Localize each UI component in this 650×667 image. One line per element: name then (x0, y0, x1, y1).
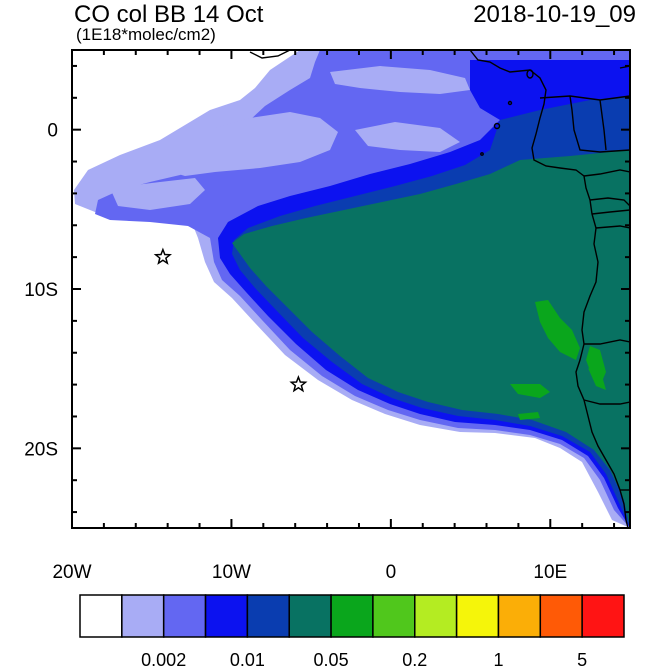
tick-layer (71, 50, 630, 528)
colorbar-swatch (414, 594, 458, 638)
colorbar-label: 0.01 (230, 650, 265, 667)
x-tick-label: 10W (212, 562, 251, 583)
co-patch-green-3 (510, 384, 550, 398)
co-patch-light-4 (330, 66, 470, 94)
co-patch-light-3 (355, 122, 460, 152)
star-marker (289, 375, 308, 393)
y-tick-label: 10S (24, 280, 58, 301)
border-9 (583, 399, 630, 405)
marker-layer (153, 247, 308, 393)
border-3 (599, 99, 607, 151)
border-2 (569, 95, 630, 153)
colorbar-swatch (330, 594, 374, 638)
border-8 (584, 339, 630, 345)
colorbar-swatch (121, 594, 165, 638)
colorbar-label: 0.002 (141, 650, 186, 667)
star-marker (153, 247, 172, 265)
colorbar-swatch (79, 594, 123, 638)
colorbar-swatch (162, 594, 207, 638)
island-3 (480, 152, 484, 156)
colorbar-swatch (455, 594, 500, 638)
colorbar-label: 1 (493, 650, 503, 667)
colorbar-swatch (539, 594, 583, 638)
y-tick-label: 20S (24, 439, 58, 460)
x-tick-label: 20W (52, 562, 91, 583)
border-7 (595, 225, 630, 229)
colorbar-swatch (204, 594, 249, 638)
colorbar: 0.002 0.01 0.05 0.2 1 5 (79, 594, 625, 667)
island-1 (493, 122, 501, 130)
border-6 (591, 209, 630, 215)
co-patch-light-1 (155, 112, 338, 176)
co-patch-green-5 (588, 368, 606, 390)
x-tick-label: 10E (533, 562, 567, 583)
co-patch-green-1 (535, 300, 580, 360)
colorbar-swatch (497, 594, 542, 638)
colorbar-swatch (372, 594, 416, 638)
lake (526, 69, 534, 79)
colorbar-swatch (581, 594, 625, 638)
co-patch-light-2 (110, 178, 205, 210)
valid-time-label: 2018-10-19_09 (473, 1, 636, 28)
co-field (74, 50, 630, 528)
tick-label-layer: 20W 10W 0 10E 0 10S 20S (24, 121, 567, 583)
units-label: (1E18*molec/cm2) (76, 25, 216, 44)
colorbar-label: 5 (577, 650, 587, 667)
border-1 (539, 95, 630, 101)
island-2 (507, 100, 513, 106)
colorbar-label: 0.2 (402, 650, 427, 667)
co-level-5 (232, 150, 630, 528)
co-patch-green-4 (518, 412, 540, 420)
plot-title: CO col BB 14 Oct (74, 1, 264, 28)
colorbar-swatch (288, 594, 332, 638)
border-4 (583, 169, 630, 177)
coastline (249, 50, 630, 528)
colorbar-swatch (246, 594, 290, 638)
colorbar-label: 0.05 (314, 650, 349, 667)
y-tick-label: 0 (47, 121, 58, 142)
border-5 (589, 197, 630, 207)
x-tick-label: 0 (386, 562, 397, 583)
